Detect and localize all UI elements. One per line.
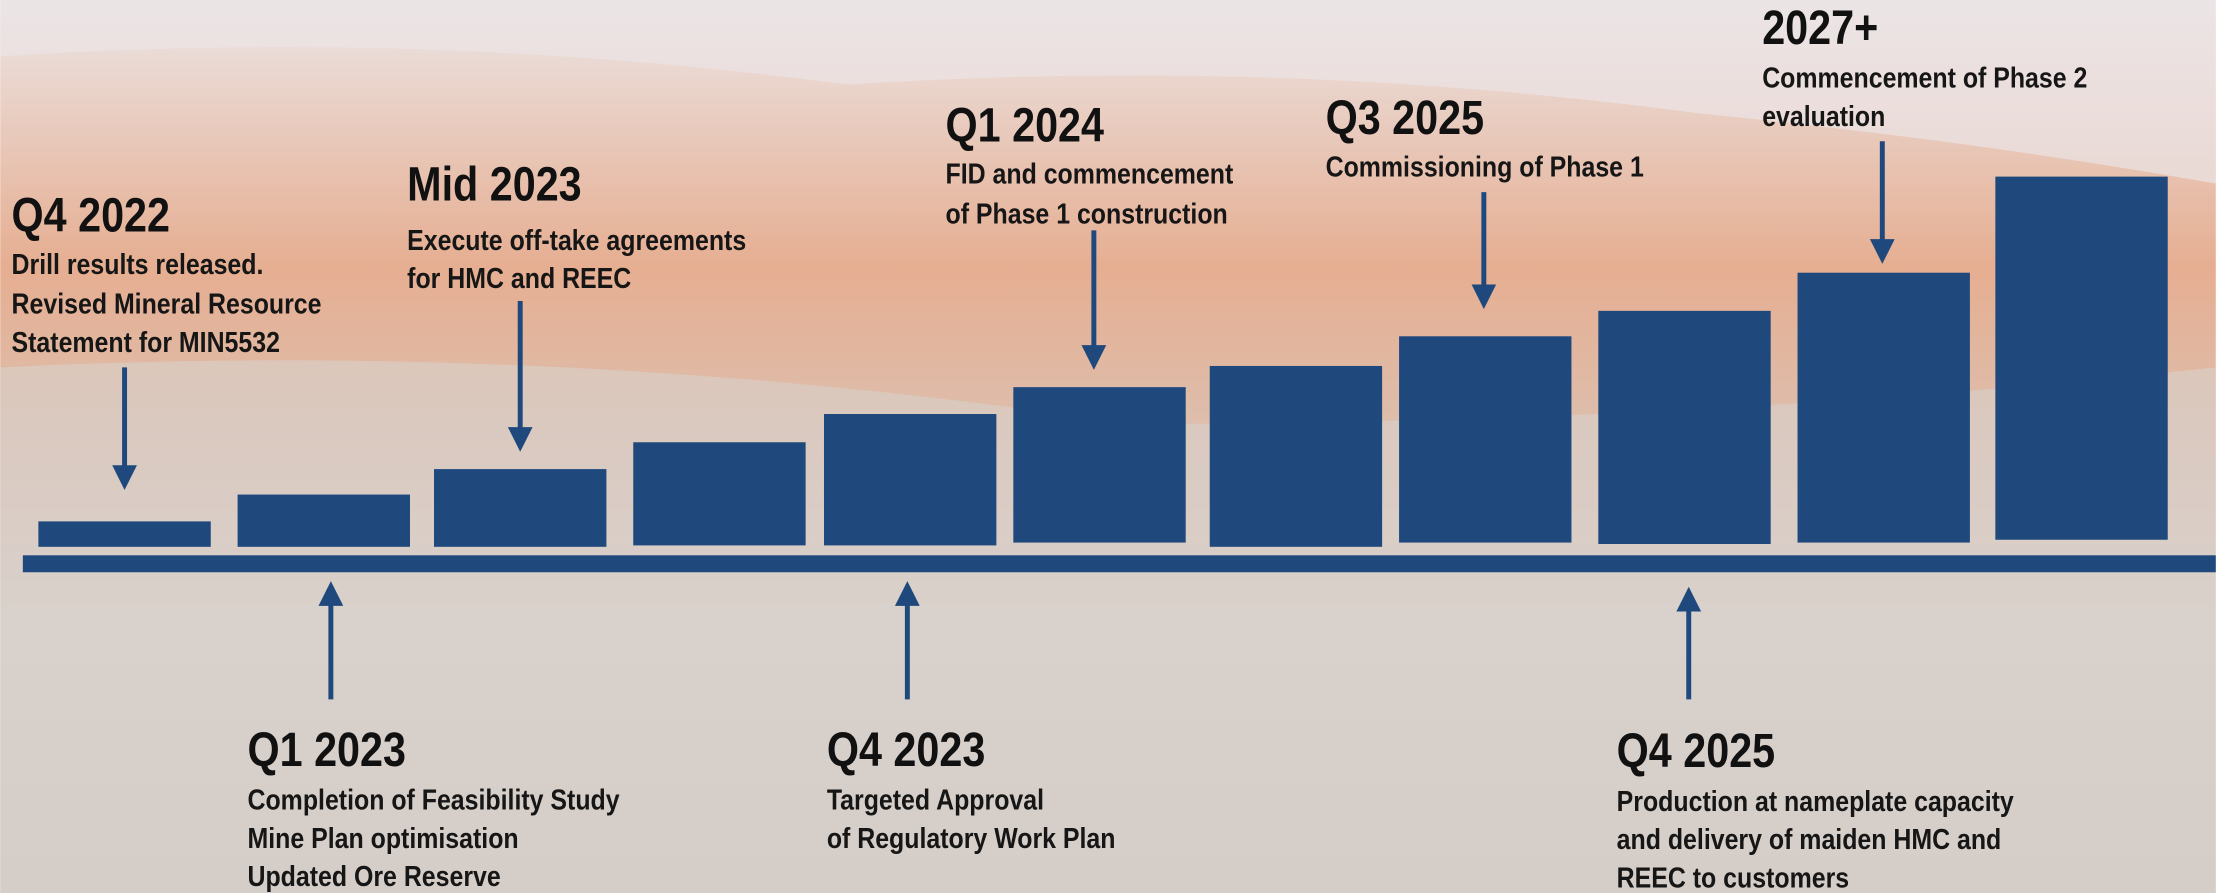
milestone-text: Commissioning of Phase 1 [1326, 151, 1644, 183]
step-bar [237, 494, 410, 547]
milestone-text: FID and commencement [946, 158, 1234, 190]
sky [0, 0, 2216, 184]
milestone-text: Targeted Approval [827, 784, 1044, 816]
milestone-text: for HMC and REEC [407, 263, 631, 295]
milestone-date: Q3 2025 [1326, 91, 1484, 145]
step-bar [38, 521, 211, 547]
milestone-text: Updated Ore Reserve [247, 860, 500, 892]
milestone-text: Execute off-take agreements [407, 224, 746, 256]
milestone: Q4 2023 Targeted Approval of Regulatory Wo… [827, 581, 1116, 854]
milestone-text: Statement for MIN5532 [12, 326, 280, 358]
step-bar [1399, 336, 1572, 543]
milestone-date: Q4 2025 [1617, 724, 1775, 778]
step-bar [1995, 176, 2168, 540]
milestone: Q1 2023 Completion of Feasibility Study Mi… [247, 581, 620, 892]
milestone-text: of Phase 1 construction [946, 198, 1228, 230]
milestone-text: Production at nameplate capacity [1617, 785, 2014, 817]
milestone: Mid 2023 Execute off-take agreements for H… [407, 158, 746, 452]
milestone-text: Drill results released. [12, 248, 264, 280]
milestone-date: 2027+ [1762, 1, 1878, 55]
timeline-axis [22, 555, 2216, 573]
milestone: Q4 2022 Drill results released. Revised Mi… [12, 189, 322, 490]
milestone-date: Q1 2024 [946, 98, 1105, 152]
milestone-date: Mid 2023 [407, 158, 581, 212]
milestone-text: REEC to customers [1617, 862, 1849, 893]
milestone-text: Mine Plan optimisation [247, 822, 518, 854]
milestone-text: of Regulatory Work Plan [827, 822, 1116, 854]
step-bar [434, 469, 607, 547]
step-bar [1797, 272, 1970, 543]
step-bar [823, 414, 997, 546]
milestone: Q3 2025 Commissioning of Phase 1 [1326, 91, 1644, 310]
milestone: Q4 2025 Production at nameplate capacity a… [1617, 586, 2014, 893]
milestone-text: Revised Mineral Resource [12, 288, 322, 320]
step-bar [633, 442, 806, 546]
milestone-date: Q4 2022 [12, 189, 170, 243]
milestone: Q1 2024 FID and commencement of Phase 1 co… [946, 98, 1234, 370]
milestone-date: Q1 2023 [247, 723, 405, 777]
milestone-date: Q4 2023 [827, 723, 985, 777]
milestone-text: evaluation [1762, 100, 1885, 132]
milestone: 2027+ Commencement of Phase 2 evaluation [1762, 1, 2087, 264]
milestone-text: Completion of Feasibility Study [247, 784, 619, 816]
step-bar [1013, 387, 1186, 543]
step-bar [1209, 365, 1383, 547]
milestone-text: and delivery of maiden HMC and [1617, 823, 2002, 855]
step-bar [1598, 310, 1771, 544]
milestone-text: Commencement of Phase 2 [1762, 62, 2087, 94]
